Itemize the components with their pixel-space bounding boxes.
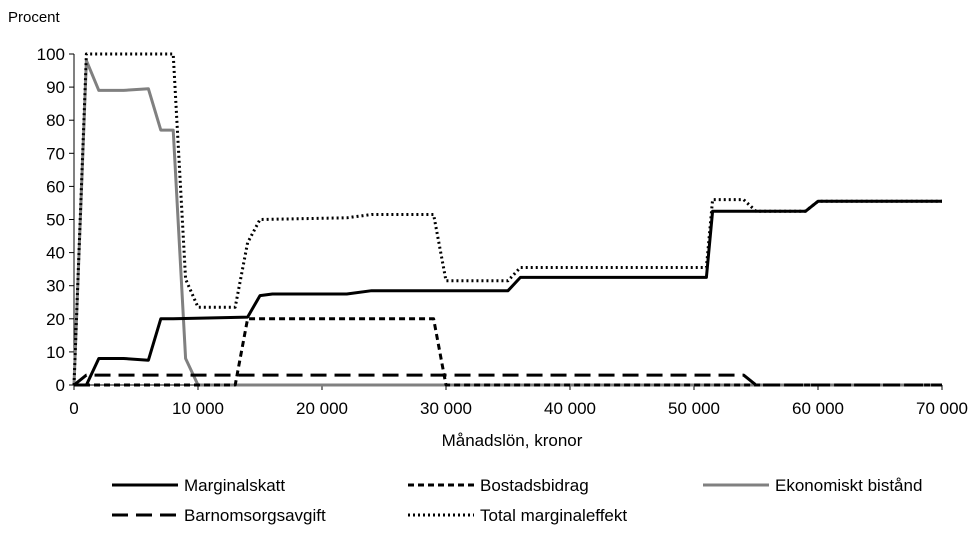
y-tick-label: 60	[46, 177, 65, 196]
y-tick-label: 70	[46, 144, 65, 163]
y-tick-label: 80	[46, 111, 65, 130]
legend-label: Marginalskatt	[184, 476, 285, 495]
x-tick-label: 50 000	[668, 399, 720, 418]
x-tick-label: 20 000	[296, 399, 348, 418]
y-tick-label: 30	[46, 277, 65, 296]
x-tick-label: 0	[69, 399, 78, 418]
series-line-2	[72, 59, 942, 387]
legend-label: Total marginaleffekt	[480, 506, 627, 525]
y-tick-label: 20	[46, 310, 65, 329]
y-axis-label: Procent	[8, 9, 61, 26]
y-tick-label: 90	[46, 78, 65, 97]
series-layer	[72, 52, 942, 387]
legend-label: Ekonomiskt bistånd	[775, 476, 922, 495]
series-line-4	[72, 52, 942, 386]
legend-label: Barnomsorgsavgift	[184, 506, 326, 525]
y-tick-label: 40	[46, 244, 65, 263]
x-tick-label: 70 000	[916, 399, 968, 418]
y-tick-label: 50	[46, 211, 65, 230]
series-line-3	[73, 373, 942, 387]
legend-label: Bostadsbidrag	[480, 476, 589, 495]
series-line-1	[74, 317, 942, 387]
x-tick-label: 40 000	[544, 399, 596, 418]
y-tick-label: 100	[37, 45, 65, 64]
y-tick-label: 0	[56, 376, 65, 395]
series-line-0	[74, 199, 942, 387]
y-tick-label: 10	[46, 343, 65, 362]
legend: Marginalskatt Bostadsbidrag Ekonomiskt bis…	[112, 476, 922, 525]
axes: 0 10 20 30 40 50 60 70 80 90 100 0 10 000 20 000 30 00…	[37, 45, 968, 418]
x-tick-label: 30 000	[420, 399, 472, 418]
x-tick-label: 60 000	[792, 399, 844, 418]
x-tick-label: 10 000	[172, 399, 224, 418]
x-axis-label: Månadslön, kronor	[442, 431, 583, 450]
